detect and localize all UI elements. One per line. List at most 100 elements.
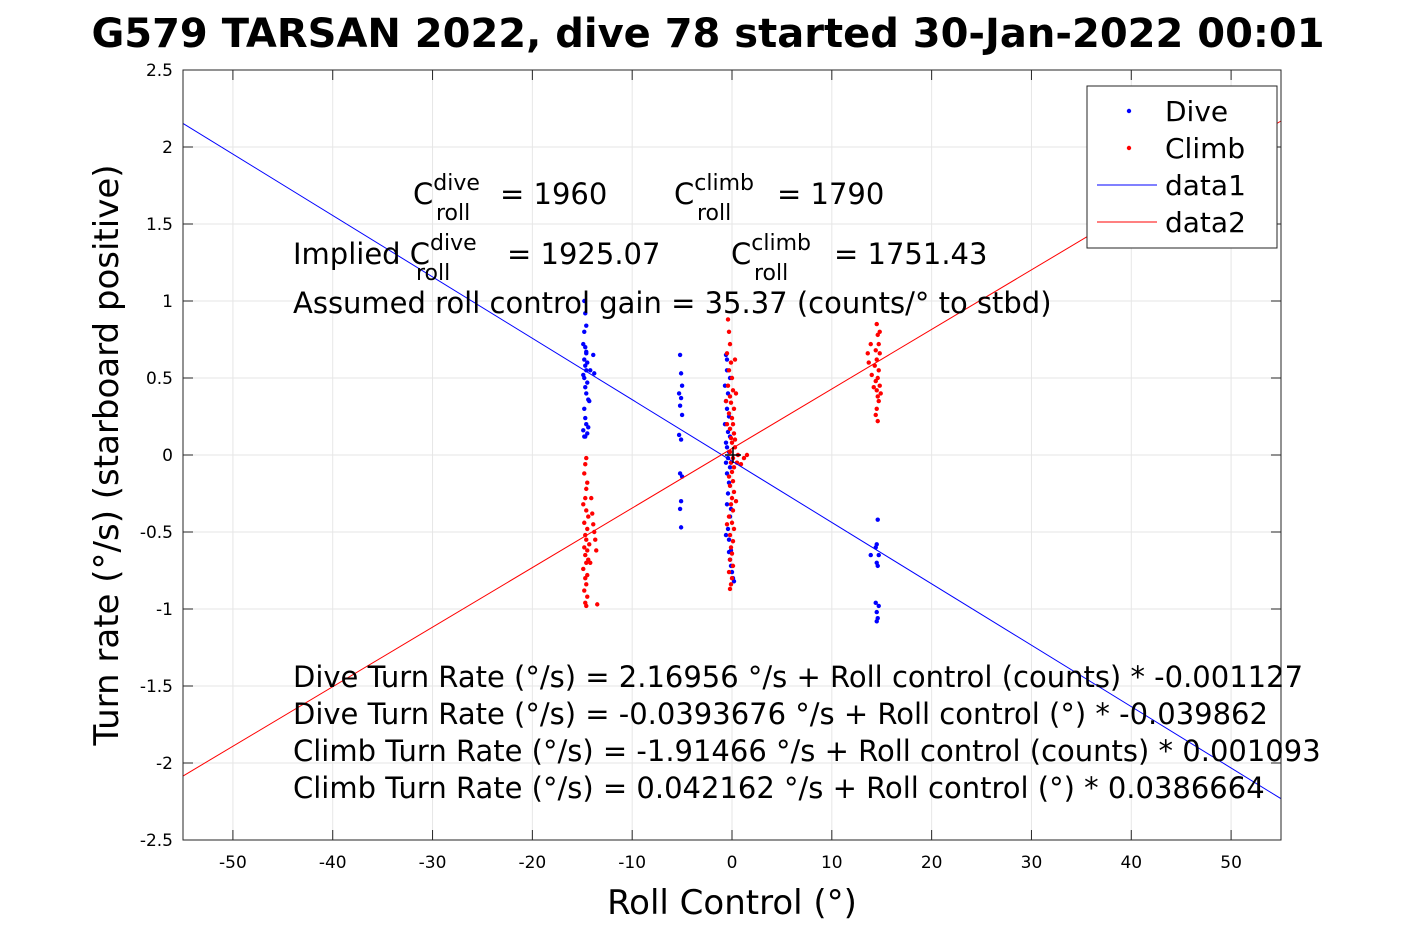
climb-point [591, 522, 596, 527]
climb-point [877, 383, 882, 388]
dive-point [677, 352, 683, 358]
dive-point [582, 406, 587, 411]
climb-point [729, 495, 735, 501]
dive-point [678, 395, 684, 401]
climb-point [726, 329, 732, 334]
y-axis-label: Turn rate (°/s) (starboard positive) [87, 164, 127, 746]
climb-point [733, 499, 739, 504]
x-tick-label: -50 [219, 853, 247, 873]
dive-point [723, 440, 729, 445]
x-axis-label: Roll Control (°) [607, 883, 857, 923]
climb-point [586, 514, 591, 519]
climb-point [875, 394, 880, 399]
dive-point [678, 437, 684, 442]
y-tick-label: 0 [162, 446, 173, 466]
dive-point [582, 357, 587, 362]
chart-title: G579 TARSAN 2022, dive 78 started 30-Jan… [91, 11, 1324, 57]
fit-equation: Climb Turn Rate (°/s) = 0.042162 °/s + R… [293, 771, 1265, 805]
climb-point [581, 566, 586, 572]
climb-point [732, 357, 738, 362]
climb-point [729, 551, 735, 556]
y-tick-label: -2.5 [140, 831, 173, 851]
climb-point [728, 400, 734, 405]
dive-point [583, 385, 588, 390]
climb-point [730, 388, 736, 393]
climb-point [730, 563, 736, 569]
dive-point [677, 506, 683, 512]
climb-point [584, 486, 589, 492]
climb-point [727, 557, 733, 562]
climb-point [729, 440, 735, 445]
climb-point [589, 495, 594, 501]
implied-dive-sub: roll [416, 261, 450, 286]
climb-point [726, 474, 732, 479]
climb-point [584, 582, 589, 587]
dive-point [586, 425, 591, 430]
climb-point [728, 502, 734, 507]
dive-point [725, 526, 731, 532]
dive-point [583, 363, 588, 368]
climb-point [595, 602, 600, 607]
dive-point [585, 380, 590, 385]
climb-point [726, 368, 732, 373]
dive-point [676, 432, 682, 438]
climb-point [725, 317, 731, 322]
climb-point [876, 341, 881, 347]
dive-point [726, 537, 732, 542]
x-tick-label: 50 [1220, 853, 1242, 873]
climb-point [730, 478, 736, 484]
climb-point [731, 489, 737, 495]
implied-climb-sub: roll [754, 261, 788, 286]
fit-equation: Dive Turn Rate (°/s) = -0.0393676 °/s + … [293, 697, 1268, 731]
dive-point [584, 391, 589, 396]
x-tick-label: -40 [319, 853, 347, 873]
origin-marker [725, 447, 741, 463]
dive-point [874, 619, 879, 624]
climb-point [877, 329, 882, 334]
c-roll-dive-sub: roll [436, 201, 470, 226]
climb-point [593, 537, 598, 542]
climb-point [876, 368, 881, 373]
climb-point [724, 351, 730, 356]
dive-point [591, 352, 596, 358]
dive-point [874, 609, 879, 615]
climb-point [584, 603, 589, 609]
climb-point [727, 426, 733, 432]
climb-point [730, 539, 736, 544]
dive-point [678, 371, 684, 376]
dive-point [868, 552, 873, 558]
x-tick-label: 0 [727, 853, 738, 873]
climb-point [729, 520, 735, 525]
dive-point [724, 502, 730, 507]
x-tick-label: 30 [1021, 853, 1043, 873]
dive-point [582, 434, 587, 439]
climb-point [731, 465, 737, 470]
dive-point [875, 517, 880, 522]
dive-point [679, 412, 685, 418]
climb-point [744, 452, 750, 458]
climb-point [582, 520, 587, 525]
climb-point [582, 545, 587, 550]
climb-point [727, 586, 733, 592]
dive-point [876, 603, 881, 609]
climb-point [730, 422, 736, 427]
y-tick-label: 1.5 [146, 215, 173, 235]
legend: Dive Climb data1 data2 [1086, 85, 1278, 249]
c-roll-dive-value: = 1960 [500, 177, 607, 211]
y-tick-label: -0.5 [140, 523, 173, 543]
climb-point [728, 582, 734, 587]
dive-point [723, 532, 729, 538]
climb-point [594, 548, 599, 553]
c-roll-annotation: Cdive roll = 1960 Cclimb roll = 1790 [413, 171, 884, 226]
dive-point [584, 368, 589, 373]
legend-label: Climb [1165, 132, 1245, 165]
climb-point [581, 502, 586, 507]
climb-point [874, 406, 879, 411]
dive-point [876, 552, 881, 558]
climb-point [723, 398, 729, 404]
climb-point [876, 398, 881, 404]
fit-equation: Climb Turn Rate (°/s) = -1.91466 °/s + R… [293, 734, 1321, 768]
